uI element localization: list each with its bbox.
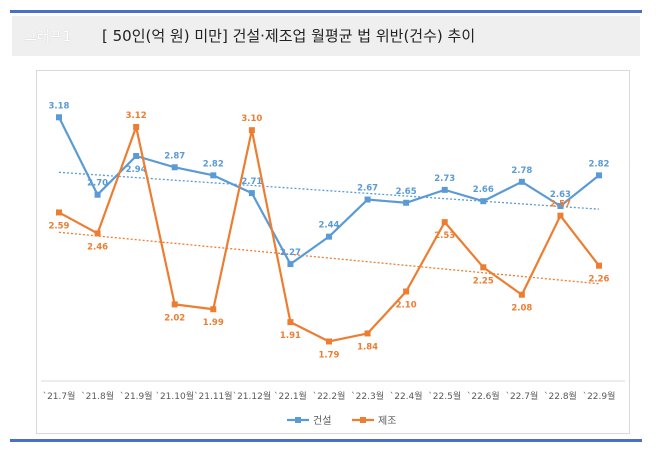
data-label: 1.84 <box>357 342 378 352</box>
data-label: 2.44 <box>319 221 340 231</box>
data-label: 3.12 <box>126 111 147 121</box>
data-point <box>248 127 255 134</box>
data-label: 2.25 <box>473 276 494 286</box>
line-chart: `21.7월 `21.8월 `21.9월 `21.10월 `21.11월 `21.12월 `… <box>41 101 625 427</box>
x-tick-label: `21.11월 <box>194 390 233 402</box>
top-rule <box>10 10 642 13</box>
data-point <box>94 191 101 198</box>
data-label: 2.87 <box>164 151 185 161</box>
data-point <box>441 219 448 226</box>
data-point <box>94 230 101 237</box>
x-tick-label: `21.8월 <box>81 390 114 402</box>
data-label: 2.08 <box>511 304 532 314</box>
x-tick-label: `21.7월 <box>43 390 76 402</box>
data-label: 2.26 <box>589 275 610 285</box>
legend-marker-1 <box>360 417 366 423</box>
chart-area: `21.7월 `21.8월 `21.9월 `21.10월 `21.11월 `21.12월 `… <box>36 70 630 434</box>
x-tick-label: `22.7월 <box>505 390 538 402</box>
data-point <box>518 178 525 185</box>
trendline-1 <box>58 231 600 285</box>
data-label: 2.59 <box>49 221 70 231</box>
data-point <box>326 338 332 345</box>
data-label: 3.18 <box>49 101 70 111</box>
x-tick-label: `22.1월 <box>274 390 307 402</box>
data-point <box>326 233 332 240</box>
data-point <box>557 203 564 209</box>
x-tick-label: `22.5월 <box>428 390 461 402</box>
x-tick-label: `22.8월 <box>544 390 577 402</box>
data-point <box>287 261 294 268</box>
x-tick-label: `22.9월 <box>583 390 616 402</box>
series-line-0 <box>58 116 600 266</box>
data-label: 1.99 <box>203 318 224 328</box>
data-label: 2.67 <box>357 184 378 194</box>
data-label: 2.82 <box>203 159 224 169</box>
bottom-rule <box>10 439 642 442</box>
data-label: 1.79 <box>319 350 340 360</box>
x-tick-label: `21.10월 <box>155 390 194 402</box>
trendline-0 <box>58 171 600 210</box>
data-point <box>133 153 140 159</box>
data-point <box>364 330 371 337</box>
data-label: 2.78 <box>511 166 532 176</box>
data-point <box>596 172 602 179</box>
data-point <box>133 123 140 130</box>
x-tick-label: `21.9월 <box>120 390 153 402</box>
data-point <box>518 291 525 298</box>
data-label: 2.82 <box>589 159 610 169</box>
data-point <box>480 264 487 271</box>
data-point <box>403 199 410 206</box>
data-point <box>56 114 62 121</box>
data-point <box>171 164 178 171</box>
data-label: 2.02 <box>164 313 185 323</box>
graph-tag: 그래프1 <box>24 29 72 45</box>
data-point <box>596 262 602 269</box>
x-tick-label: `22.3월 <box>351 390 384 402</box>
data-label: 3.10 <box>241 114 262 124</box>
data-label: 2.27 <box>280 248 301 258</box>
data-label: 2.94 <box>126 165 147 175</box>
data-point <box>248 190 255 197</box>
data-point <box>480 198 487 205</box>
data-point <box>56 209 62 216</box>
data-label: 1.91 <box>280 331 301 341</box>
data-point <box>287 319 294 326</box>
data-label: 2.70 <box>87 179 108 189</box>
data-point <box>557 212 564 219</box>
data-label: 2.71 <box>241 177 262 187</box>
legend-marker-0 <box>295 417 301 423</box>
data-point <box>171 301 178 308</box>
data-label: 2.10 <box>396 300 417 310</box>
data-label: 2.46 <box>87 242 108 252</box>
data-point <box>441 186 448 193</box>
legend-label: 건설 <box>313 415 331 427</box>
data-label: 2.63 <box>550 190 571 200</box>
data-label: 2.65 <box>396 187 417 197</box>
x-tick-label: `22.2월 <box>313 390 346 402</box>
page-title: [ 50인(억 원) 미만] 건설·제조업 월평균 법 위반(건수) 추이 <box>102 27 476 45</box>
data-label: 2.53 <box>434 231 455 241</box>
data-label: 2.57 <box>550 200 571 210</box>
data-label: 2.73 <box>434 174 455 184</box>
legend-label: 제조 <box>378 415 396 427</box>
x-tick-label: `22.6월 <box>467 390 500 402</box>
data-point <box>364 196 371 203</box>
x-tick-label: `21.12월 <box>233 390 272 402</box>
x-tick-label: `22.4월 <box>390 390 423 402</box>
data-point <box>210 306 217 313</box>
data-point <box>210 172 217 179</box>
data-point <box>403 288 410 295</box>
title-bar: 그래프1 [ 50인(억 원) 미만] 건설·제조업 월평균 법 위반(건수) … <box>12 16 640 56</box>
data-label: 2.66 <box>473 185 494 195</box>
